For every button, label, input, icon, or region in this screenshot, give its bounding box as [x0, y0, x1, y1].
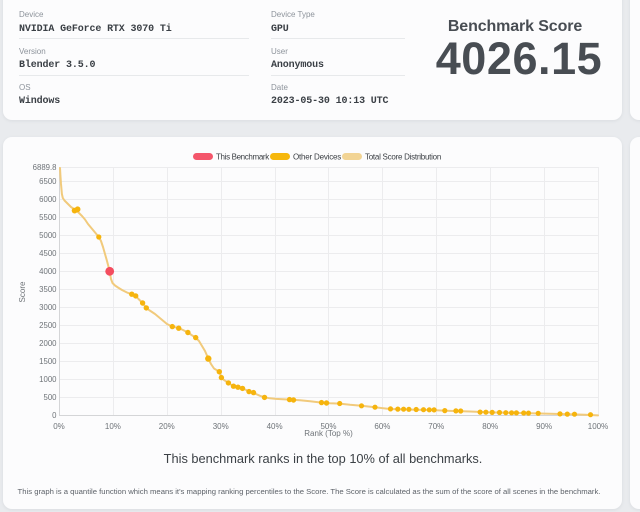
svg-text:10%: 10%: [105, 422, 121, 431]
svg-text:40%: 40%: [267, 422, 283, 431]
svg-text:60%: 60%: [374, 422, 390, 431]
svg-text:30%: 30%: [213, 422, 229, 431]
svg-text:2500: 2500: [39, 321, 57, 330]
svg-text:Total Score Distribution: Total Score Distribution: [365, 153, 441, 162]
svg-text:80%: 80%: [482, 422, 498, 431]
svg-text:20%: 20%: [159, 422, 175, 431]
svg-text:1000: 1000: [39, 375, 57, 384]
svg-text:4000: 4000: [39, 267, 57, 276]
svg-text:Score: Score: [18, 281, 27, 302]
svg-text:This Benchmark: This Benchmark: [216, 153, 270, 162]
svg-text:50%: 50%: [320, 422, 336, 431]
svg-text:0: 0: [52, 411, 57, 420]
svg-text:4500: 4500: [39, 249, 57, 258]
svg-text:2000: 2000: [39, 339, 57, 348]
svg-text:3000: 3000: [39, 303, 57, 312]
svg-text:6500: 6500: [39, 177, 57, 186]
svg-text:1500: 1500: [39, 357, 57, 366]
svg-text:Rank (Top %): Rank (Top %): [304, 429, 353, 438]
svg-text:500: 500: [43, 393, 57, 402]
svg-text:6000: 6000: [39, 195, 57, 204]
svg-text:3500: 3500: [39, 285, 57, 294]
svg-text:5500: 5500: [39, 213, 57, 222]
svg-text:Other Devices: Other Devices: [293, 153, 341, 162]
svg-text:6889.8: 6889.8: [33, 163, 57, 172]
svg-text:90%: 90%: [536, 422, 552, 431]
svg-text:100%: 100%: [588, 422, 608, 431]
svg-text:70%: 70%: [428, 422, 444, 431]
svg-text:0%: 0%: [53, 422, 65, 431]
svg-text:5000: 5000: [39, 231, 57, 240]
